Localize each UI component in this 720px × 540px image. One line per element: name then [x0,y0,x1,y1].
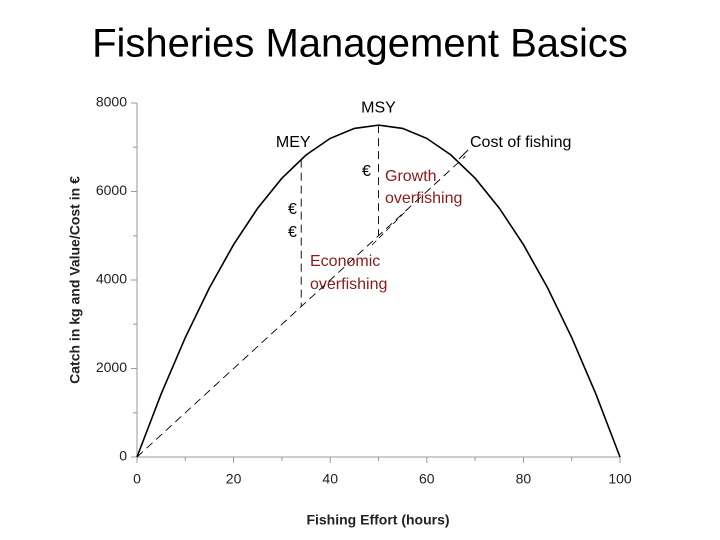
euro: € [362,163,371,180]
x-tick-label: 80 [516,471,532,487]
economic-label: overfishing [310,276,387,293]
reference-label: MSY [361,99,396,116]
reference-label: MEY [276,134,311,151]
slide-title: Fisheries Management Basics [92,22,628,66]
x-axis-title: Fishing Effort (hours) [306,512,449,528]
euro: € [288,201,297,218]
pointer [371,211,406,246]
y-tick-label: 4000 [96,271,127,287]
y-tick-label: 8000 [96,94,127,110]
cost-leader [458,149,469,160]
y-tick-label: 2000 [96,359,127,375]
y-tick-label: 6000 [96,182,127,198]
x-tick-label: 40 [322,471,338,487]
y-axis-title: Catch in kg and Value/Cost in € [67,176,83,384]
x-tick-label: 100 [608,471,632,487]
growth-label: Growth [385,168,437,185]
x-tick-label: 0 [133,471,141,487]
x-tick-label: 60 [419,471,435,487]
cost-label: Cost of fishing [470,134,571,151]
economic-label: Economic [310,253,380,270]
growth-label: overfishing [385,190,462,207]
y-tick-label: 0 [119,448,127,464]
euro: € [288,224,297,241]
x-tick-label: 20 [226,471,242,487]
